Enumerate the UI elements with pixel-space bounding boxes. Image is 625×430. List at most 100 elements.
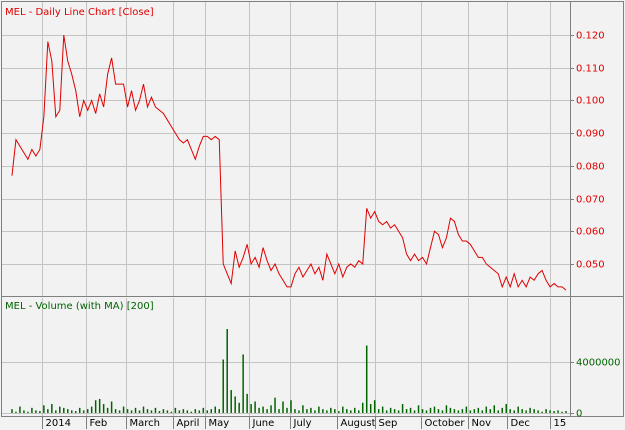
volume-bar <box>541 411 543 413</box>
volume-bar <box>306 409 308 413</box>
volume-bar <box>481 410 484 413</box>
volume-bar <box>63 407 65 413</box>
volume-bar <box>106 407 109 413</box>
volume-bar <box>405 409 408 413</box>
volume-bar <box>425 410 428 413</box>
volume-bar <box>469 410 472 413</box>
volume-bar <box>82 410 85 413</box>
volume-bar <box>473 409 476 413</box>
volume-bar <box>222 359 224 413</box>
volume-bar <box>290 400 292 413</box>
volume-bar <box>43 405 45 413</box>
volume-bar <box>429 407 432 413</box>
volume-bar <box>15 411 17 413</box>
volume-bar <box>561 411 563 413</box>
volume-bar <box>138 410 141 413</box>
volume-bar <box>86 409 89 413</box>
volume-bar <box>266 409 268 413</box>
volume-bar <box>521 409 523 413</box>
volume-bar <box>421 409 424 413</box>
volume-title: MEL - Volume (with MA) [200] <box>5 301 154 312</box>
volume-bar <box>278 409 280 413</box>
volume-bar <box>441 410 444 413</box>
volume-bar <box>39 411 41 413</box>
volume-bar <box>98 398 101 413</box>
volume-bar <box>11 409 13 413</box>
volume-bar <box>31 407 33 413</box>
volume-bar <box>178 410 181 413</box>
volume-bar <box>162 409 165 413</box>
volume-bar <box>497 410 500 413</box>
volume-bar <box>373 400 376 413</box>
volume-bar <box>102 404 105 413</box>
volume-bar <box>262 406 264 413</box>
y-tick-label: 0.120 <box>576 31 605 42</box>
frame <box>1 1 624 417</box>
price-title: MEL - Daily Line Chart [Close] <box>5 7 154 18</box>
volume-bar <box>294 409 296 413</box>
volume-bar <box>55 410 57 413</box>
volume-bar <box>19 406 21 413</box>
price-line <box>11 34 567 291</box>
volume-bar <box>170 411 173 413</box>
y-tick-label: 0.070 <box>576 195 605 206</box>
volume-bar <box>186 410 189 413</box>
volume-bar <box>338 411 340 413</box>
volume-bar <box>397 410 400 413</box>
volume-bar <box>485 406 488 413</box>
x-tick-label: October <box>425 418 466 429</box>
volume-bar <box>282 401 284 413</box>
volume-bar <box>286 407 288 413</box>
y-tick-label: 0.050 <box>576 260 605 271</box>
volume-bar <box>477 407 480 413</box>
volume-bar <box>67 409 69 413</box>
volume-bar <box>238 402 240 413</box>
volume-bar <box>114 409 117 413</box>
volume-bar <box>549 410 551 413</box>
volume-bar <box>130 410 133 413</box>
volume-bar <box>529 407 531 413</box>
volume-bar <box>154 407 157 413</box>
volume-bar <box>449 407 452 413</box>
y-tick-label: 0.110 <box>576 64 605 75</box>
volume-bar <box>23 410 25 413</box>
volume-bar <box>533 409 535 413</box>
volume-bar <box>74 411 77 413</box>
volume-bar <box>361 402 364 413</box>
volume-bar <box>513 410 515 413</box>
volume-bar <box>250 404 252 413</box>
volume-bar <box>110 401 113 413</box>
x-tick-label: Feb <box>90 418 108 429</box>
x-tick-label: Nov <box>472 418 492 429</box>
volume-bar <box>437 409 440 413</box>
y-tick-label: 0.100 <box>576 96 605 107</box>
x-tick-label: August <box>341 418 376 429</box>
volume-bar <box>302 405 304 413</box>
volume-bar <box>230 390 232 413</box>
volume-bar <box>298 410 300 413</box>
x-tick-label: April <box>177 418 200 429</box>
volume-bar <box>35 410 37 413</box>
volume-bar <box>493 405 496 413</box>
volume-bar <box>445 405 448 413</box>
volume-bar <box>142 406 145 413</box>
volume-bar <box>377 409 380 413</box>
volume-bar <box>158 411 161 413</box>
volume-bar <box>94 400 97 413</box>
volume-bar <box>322 409 324 413</box>
volume-bar <box>369 404 372 413</box>
volume-bar <box>334 409 336 413</box>
y-tick-label: 4000000 <box>576 358 621 369</box>
volume-bar <box>242 354 244 413</box>
volume-bar <box>194 409 197 413</box>
volume-bar <box>413 410 416 413</box>
volume-bar <box>174 407 177 413</box>
volume-bar <box>350 410 352 413</box>
volume-bar <box>330 407 332 413</box>
x-tick-label: March <box>130 418 160 429</box>
volume-bar <box>47 409 49 413</box>
x-tick-label: 15 <box>554 418 567 429</box>
volume-bar <box>27 411 29 413</box>
y-tick-label: 0.060 <box>576 227 605 238</box>
